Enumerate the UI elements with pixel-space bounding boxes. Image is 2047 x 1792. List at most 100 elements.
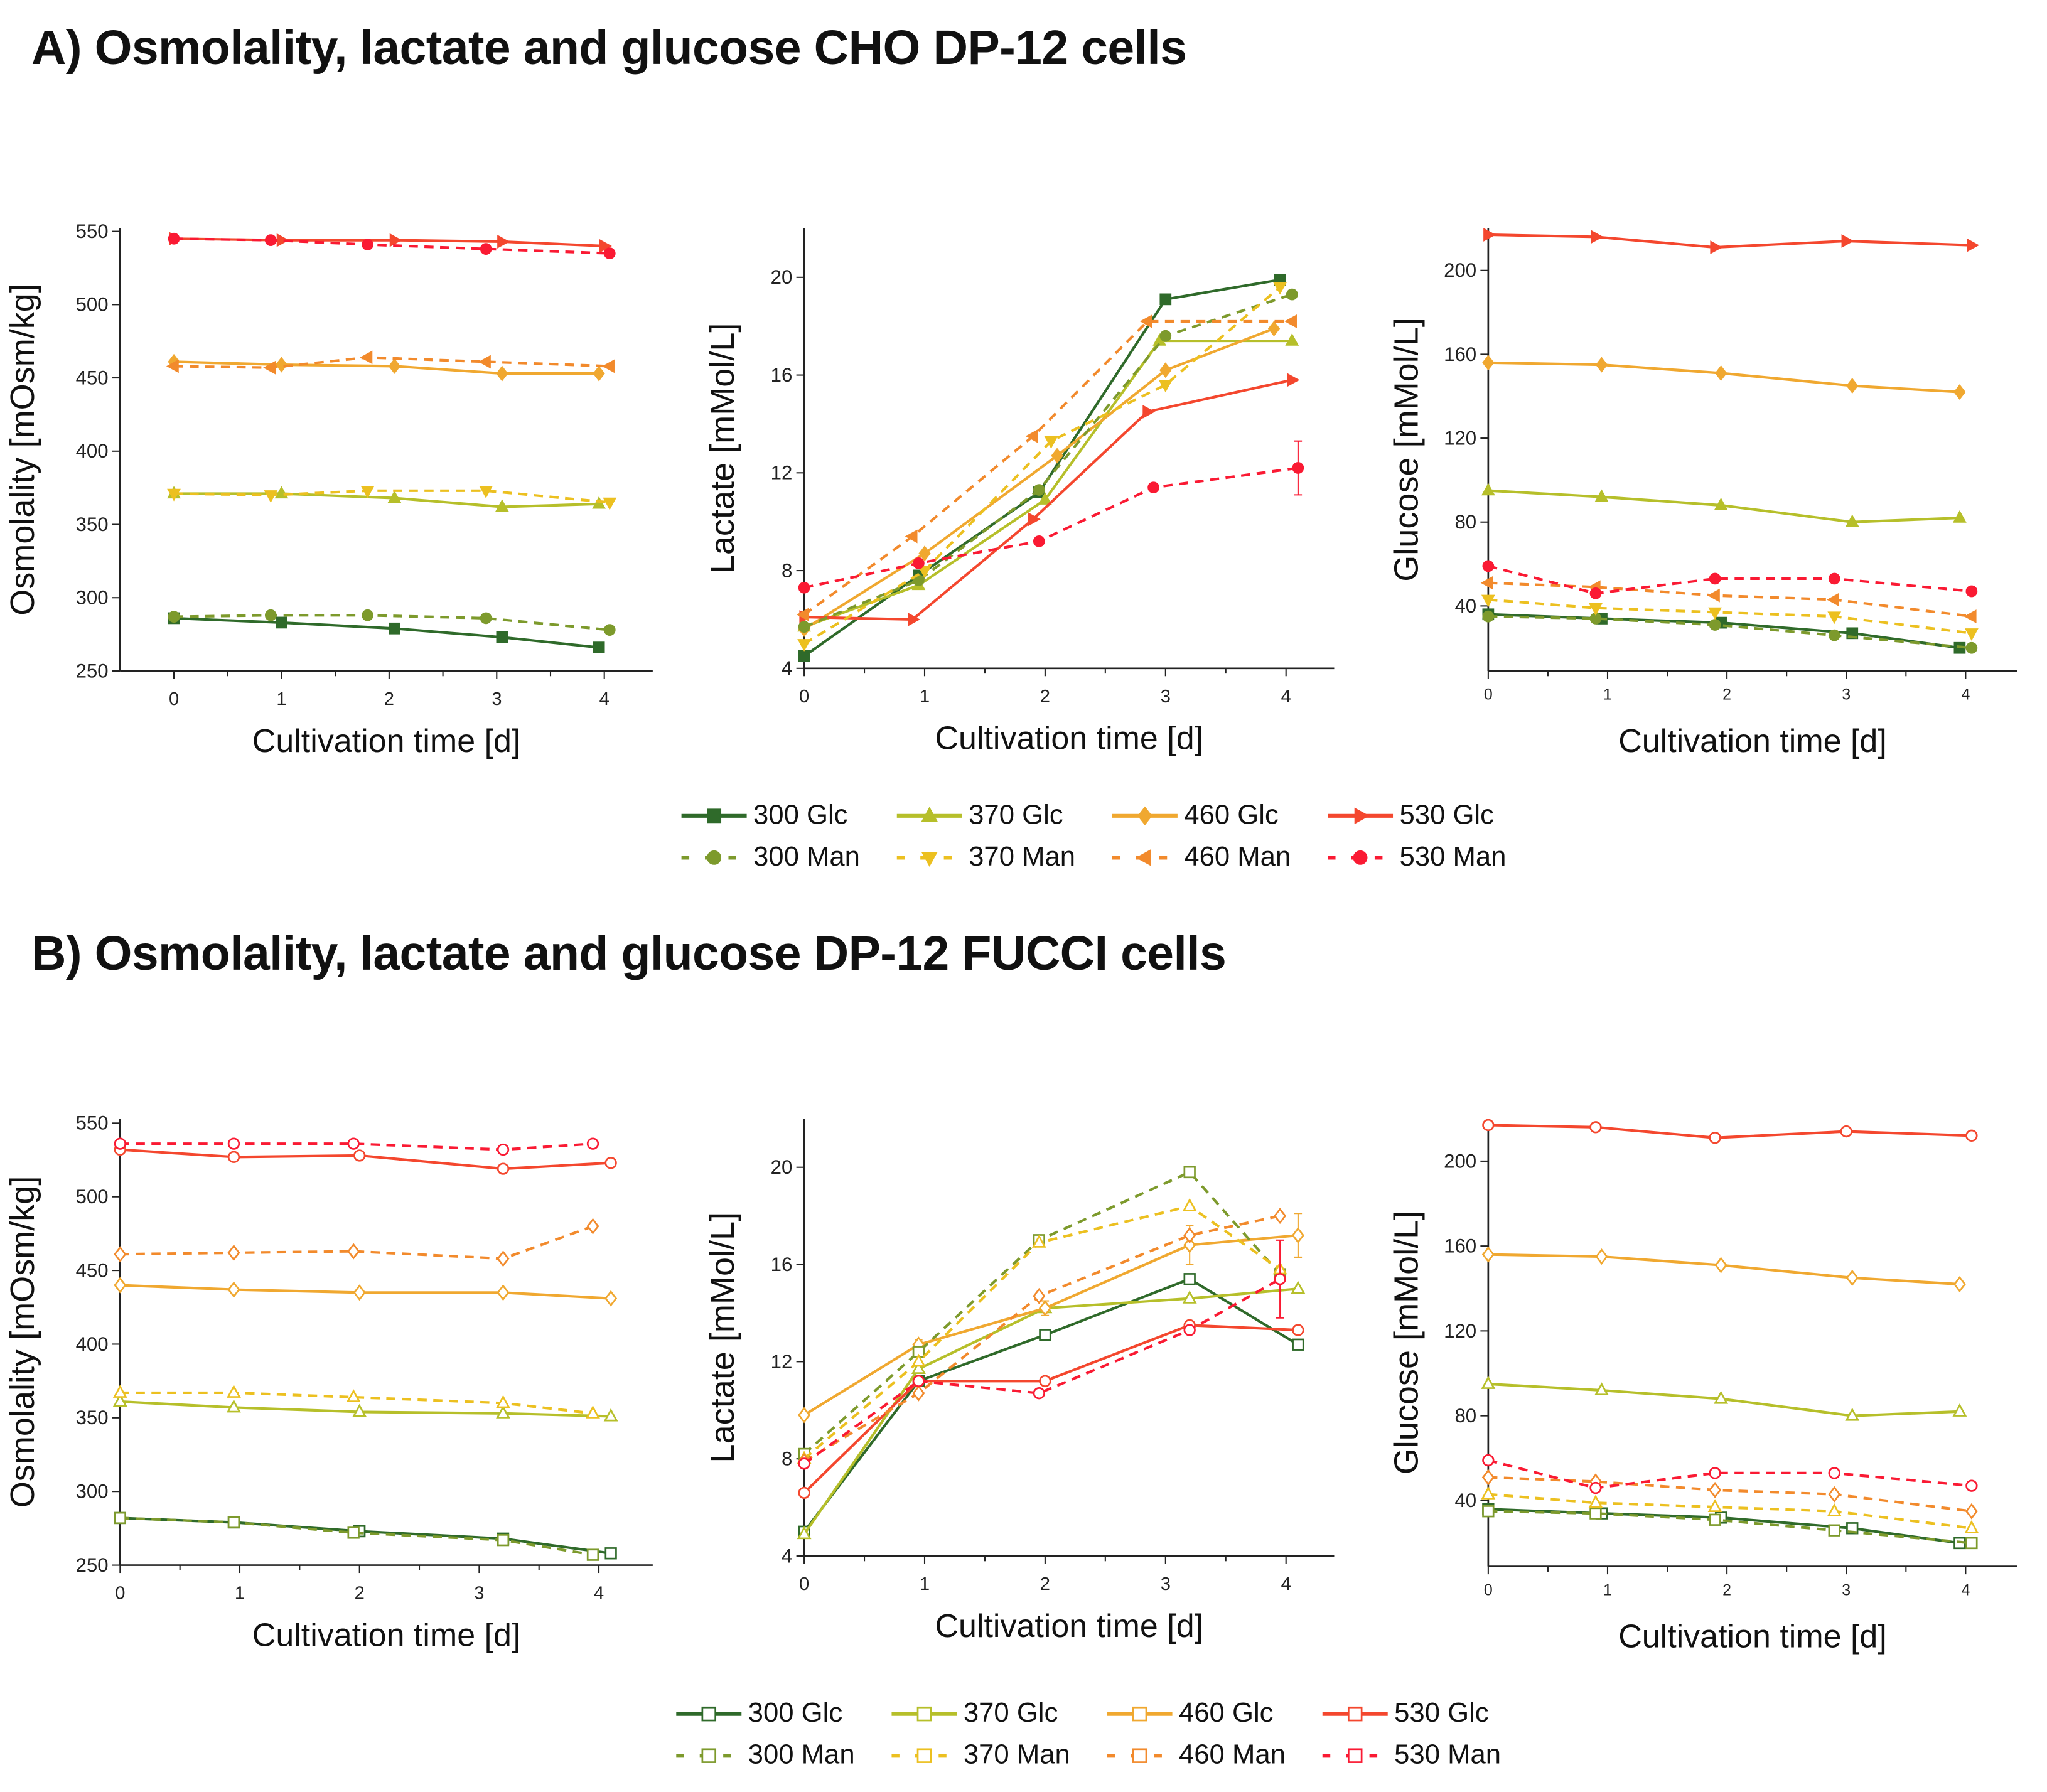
legend-item: 530 Glc	[1325, 799, 1494, 833]
data-point	[1589, 1481, 1602, 1494]
y-tick-label: 400	[76, 440, 109, 462]
data-point	[1967, 238, 1980, 252]
series-370-glc	[1481, 483, 1967, 527]
panel-a-title: A) Osmolality, lactate and glucose CHO D…	[31, 21, 1187, 75]
data-point	[1033, 1387, 1045, 1400]
data-point	[798, 621, 810, 633]
data-point	[1183, 1166, 1196, 1179]
legend-swatch	[1112, 806, 1178, 826]
series-line	[803, 1277, 1281, 1465]
data-point	[1827, 593, 1839, 607]
series-line	[1488, 564, 1972, 595]
x-tick-label: 1	[1603, 686, 1612, 704]
data-point	[911, 1361, 926, 1374]
data-point	[912, 1375, 925, 1387]
data-point	[480, 612, 492, 625]
y-tick-label: 4	[782, 1545, 792, 1567]
legend-label: 370 Glc	[963, 1698, 1058, 1729]
legend-item: 460 Man	[1110, 840, 1291, 874]
legend-swatch	[891, 1706, 957, 1722]
data-point	[1710, 240, 1723, 254]
data-point	[1482, 355, 1495, 371]
series-460-glc	[798, 321, 1281, 638]
y-tick-label: 400	[76, 1333, 109, 1355]
data-point	[114, 1137, 127, 1150]
x-tick-label: 1	[235, 1584, 245, 1604]
legend-item: 460 Glc	[1110, 799, 1279, 833]
data-point	[1591, 230, 1604, 244]
legend-item: 300 Glc	[674, 1697, 842, 1731]
data-point	[168, 232, 180, 245]
data-point	[586, 1405, 600, 1419]
data-point	[1033, 535, 1045, 547]
data-point	[496, 1395, 510, 1408]
series-530-glc	[1483, 228, 1980, 254]
data-point	[1953, 384, 1966, 400]
data-point	[908, 613, 920, 626]
y-tick-label: 80	[1454, 511, 1476, 533]
data-point	[1292, 462, 1304, 474]
series-300-man	[1482, 610, 1978, 654]
y-axis-label: Osmolality [mOsm/kg]	[4, 1176, 41, 1508]
data-point	[604, 1547, 617, 1560]
series-line	[1488, 361, 1960, 394]
legend-marker	[707, 808, 722, 824]
data-point	[1142, 405, 1156, 419]
y-tick-label: 120	[1444, 427, 1476, 449]
legend-label: 300 Man	[748, 1740, 855, 1771]
y-tick-label: 8	[782, 559, 792, 581]
series-line	[803, 1277, 1299, 1533]
series-460-glc	[1481, 1246, 1966, 1293]
y-tick-label: 450	[76, 1259, 109, 1281]
data-point	[1038, 1300, 1051, 1317]
legend-item: 370 Glc	[895, 799, 1063, 833]
x-tick-label: 2	[355, 1584, 365, 1604]
x-tick-label: 4	[599, 689, 610, 709]
data-point	[603, 497, 617, 510]
series-line	[120, 1148, 611, 1171]
data-point	[918, 545, 931, 562]
data-point	[1845, 514, 1859, 527]
series-line	[120, 1225, 594, 1260]
x-tick-label: 0	[1484, 686, 1493, 704]
legend-marker	[701, 1748, 717, 1763]
x-axis-label: Cultivation time [d]	[935, 1608, 1203, 1644]
data-point	[1482, 610, 1495, 623]
series-line	[1488, 615, 1972, 650]
legend-swatch	[1322, 1706, 1388, 1722]
data-point	[1707, 588, 1720, 603]
y-tick-label: 200	[1444, 259, 1476, 281]
data-point	[1033, 1287, 1046, 1304]
data-point	[1481, 1469, 1495, 1486]
legend-marker	[1136, 849, 1151, 866]
y-tick-label: 350	[76, 513, 109, 535]
data-point	[497, 1162, 510, 1175]
legend-swatch	[676, 1748, 742, 1763]
series-line	[120, 1400, 611, 1418]
data-point	[495, 499, 509, 512]
y-axis-label: Glucose [mMol/L]	[1388, 318, 1426, 582]
data-point	[1028, 512, 1041, 527]
data-point	[1828, 629, 1840, 641]
y-tick-label: 550	[76, 1112, 109, 1134]
data-point	[347, 1137, 360, 1150]
chart-0: 0 1 2 3 4 250 300 350 400 450 500 550 Cultivation ti…	[4, 220, 653, 759]
data-point	[479, 486, 493, 498]
series-line	[803, 466, 1299, 589]
data-point	[586, 1548, 599, 1561]
data-point	[496, 365, 508, 382]
series-300-glc	[1482, 1503, 1966, 1550]
data-point	[1952, 1403, 1967, 1417]
legend-item: 370 Man	[889, 1739, 1070, 1773]
data-point	[264, 609, 277, 621]
y-axis-label: Lactate [mMol/L]	[704, 323, 741, 574]
data-point	[1159, 293, 1172, 306]
data-point	[227, 1399, 241, 1413]
data-point	[389, 233, 402, 247]
data-point	[1589, 603, 1603, 616]
data-point	[227, 1385, 241, 1398]
y-tick-label: 120	[1444, 1320, 1476, 1342]
data-point	[1039, 1375, 1051, 1387]
data-point	[1286, 288, 1298, 301]
y-tick-label: 500	[76, 1186, 109, 1208]
